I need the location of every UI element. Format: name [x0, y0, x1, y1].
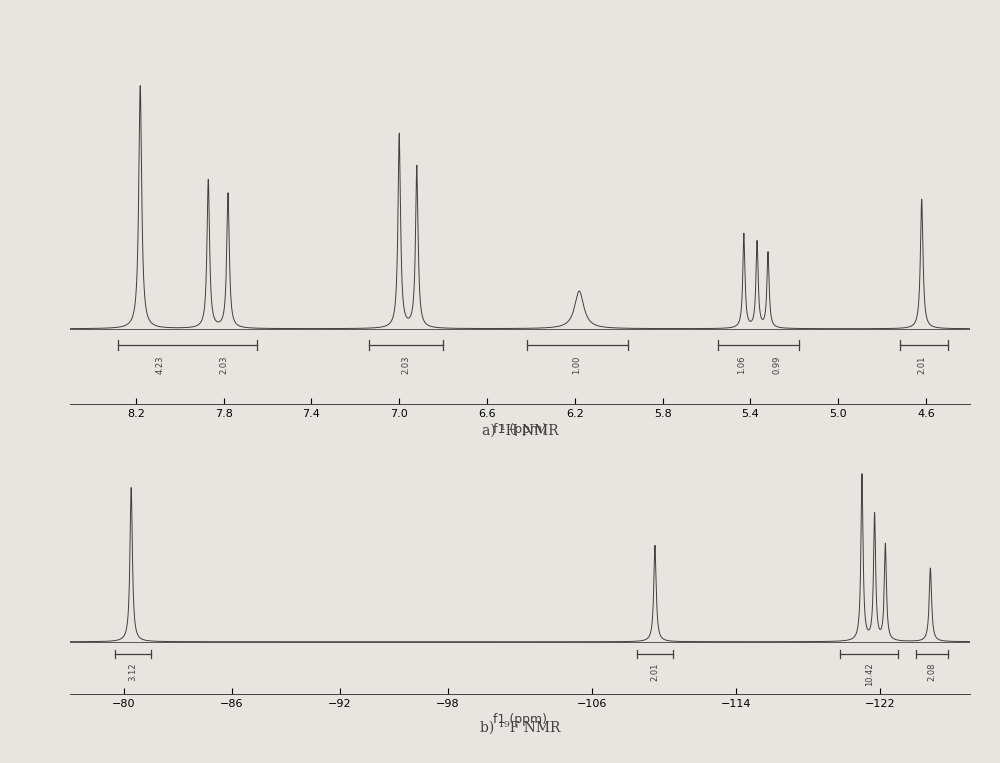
Text: 2.03: 2.03: [219, 356, 228, 375]
Text: 4.23: 4.23: [156, 356, 164, 375]
Text: a) ¹H NMR: a) ¹H NMR: [482, 423, 558, 437]
Text: b) ¹⁹F NMR: b) ¹⁹F NMR: [480, 721, 560, 735]
Text: 10.42: 10.42: [865, 663, 874, 687]
Text: 2.03: 2.03: [401, 356, 410, 375]
Text: 0.99: 0.99: [772, 356, 781, 374]
Text: 2.01: 2.01: [650, 663, 660, 681]
X-axis label: f1 (ppm): f1 (ppm): [493, 713, 547, 726]
Text: 1.06: 1.06: [737, 356, 746, 375]
X-axis label: f1 (ppm): f1 (ppm): [493, 423, 547, 436]
Text: 2.01: 2.01: [917, 356, 926, 374]
Text: 2.08: 2.08: [928, 663, 937, 681]
Text: 1.00: 1.00: [573, 356, 582, 374]
Text: 3.12: 3.12: [128, 663, 138, 681]
